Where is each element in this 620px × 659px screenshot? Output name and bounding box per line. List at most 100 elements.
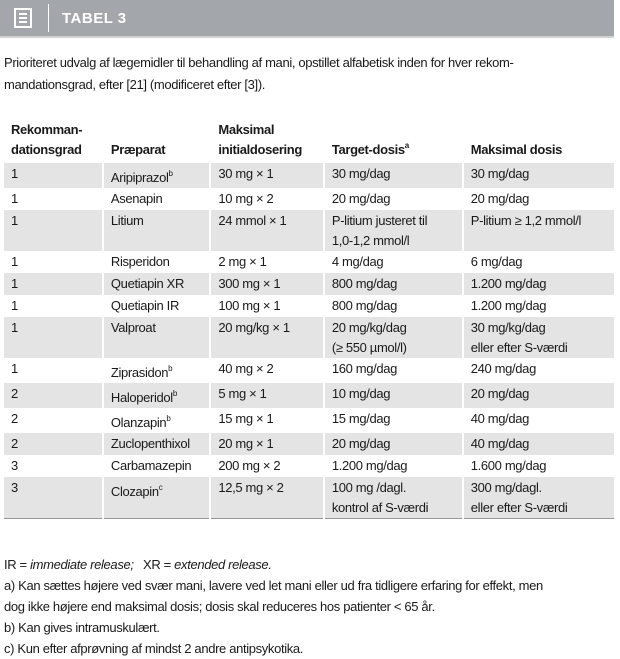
table-row: 1 Ziprasidonb 40 mg × 2 160 mg/dag 240 mg/da… bbox=[2, 358, 614, 383]
cell-line: 2 bbox=[11, 436, 18, 451]
table-cell: 5 mg × 1 bbox=[209, 383, 324, 408]
cell-line: Aripiprazolb bbox=[110, 169, 173, 185]
cell-line: Haloperidolb bbox=[110, 389, 178, 405]
cell-line: 1 bbox=[11, 213, 18, 228]
cell-line: 160 mg/dag bbox=[331, 361, 398, 376]
cell-line: 20 mg/dag bbox=[331, 191, 391, 206]
cell-line: 1.200 mg/dag bbox=[470, 298, 547, 313]
table-row: 3 Carbamazepin 200 mg × 2 1.200 mg/dag 1.600… bbox=[2, 455, 614, 477]
cell-line: 20 mg/dag bbox=[331, 436, 391, 451]
abbreviation-meaning: extended release. bbox=[174, 557, 272, 572]
column-header: Maksimal dosis bbox=[461, 120, 614, 163]
cell-line: 24 mmol × 1 bbox=[218, 213, 287, 228]
table-cell: Ziprasidonb bbox=[101, 358, 211, 383]
cell-line: 20 mg × 1 bbox=[218, 436, 274, 451]
column-header: Target-dosisa bbox=[322, 120, 463, 163]
table-cell: Haloperidolb bbox=[101, 383, 211, 408]
cell-line: Carbamazepin bbox=[110, 458, 192, 473]
table-cell: 1 bbox=[2, 358, 103, 383]
table-cell: Olanzapinb bbox=[101, 408, 211, 433]
caption-line: mandationsgrad, efter [21] (modificeret … bbox=[4, 77, 266, 92]
cell-line: Præparat bbox=[110, 142, 166, 157]
cell-line: 1,0-1,2 mmol/l bbox=[331, 233, 410, 248]
cell-line: Risperidon bbox=[110, 254, 170, 269]
table-cell: 20 mg × 1 bbox=[209, 433, 324, 455]
table-cell: 300 mg/dagl. eller efter S-værdi bbox=[461, 477, 614, 519]
cell-line: Clozapinc bbox=[110, 483, 163, 499]
superscript: c bbox=[158, 483, 163, 492]
cell-line: 15 mg × 1 bbox=[218, 411, 274, 426]
table-cell: 20 mg/dag bbox=[322, 433, 463, 455]
table-cell: Clozapinc bbox=[101, 477, 211, 519]
cell-line: 2 bbox=[11, 411, 18, 426]
cell-line: P-litium justeret til bbox=[331, 213, 428, 228]
cell-line: 40 mg/dag bbox=[470, 411, 530, 426]
cell-line: 20 mg/kg × 1 bbox=[218, 320, 290, 335]
table-cell: 300 mg × 1 bbox=[209, 273, 324, 295]
cell-line: 300 mg/dagl. bbox=[470, 480, 542, 495]
cell-line: 12,5 mg × 2 bbox=[218, 480, 284, 495]
cell-line: 2 mg × 1 bbox=[218, 254, 267, 269]
header-bar: TABEL 3 bbox=[0, 0, 614, 38]
abbreviation-term: IR = bbox=[4, 557, 27, 572]
abbreviations: IR = immediate release; XR = extended re… bbox=[4, 554, 543, 575]
cell-line: 1 bbox=[11, 276, 18, 291]
separator bbox=[48, 4, 49, 32]
superscript: b bbox=[166, 414, 171, 423]
table-cell: 240 mg/dag bbox=[461, 358, 614, 383]
cell-line: 100 mg × 1 bbox=[218, 298, 281, 313]
cell-line: 1.200 mg/dag bbox=[470, 276, 547, 291]
table-cell: 20 mg/dag bbox=[461, 383, 614, 408]
cell-line: 20 mg/kg/dag bbox=[331, 320, 407, 335]
notes: IR = immediate release; XR = extended re… bbox=[4, 554, 543, 659]
cell-line: Asenapin bbox=[110, 191, 163, 206]
table-cell: 30 mg/kg/dag eller efter S-værdi bbox=[461, 317, 614, 358]
table-cell: 2 bbox=[2, 383, 103, 408]
table-cell: 2 bbox=[2, 408, 103, 433]
abbreviation-meaning: immediate release; bbox=[30, 557, 134, 572]
column-header: Maksimal initialdosering bbox=[209, 120, 324, 163]
table-cell: 20 mg/dag bbox=[461, 188, 614, 210]
cell-line: Quetiapin XR bbox=[110, 276, 185, 291]
cell-line: 1.600 mg/dag bbox=[470, 458, 547, 473]
table-cell: 40 mg/dag bbox=[461, 433, 614, 455]
table-row: 1 Risperidon 2 mg × 1 4 mg/dag 6 mg/dag bbox=[2, 251, 614, 273]
table-cell: 1.200 mg/dag bbox=[461, 295, 614, 317]
table-cell: 1 bbox=[2, 163, 103, 188]
table: Rekomman-dationsgrad Præparat Maksimal init… bbox=[2, 120, 614, 519]
table-cell: 40 mg × 2 bbox=[209, 358, 324, 383]
table-cell: Quetiapin IR bbox=[101, 295, 211, 317]
footnote-line: a) Kan sættes højere ved svær mani, lave… bbox=[4, 578, 543, 593]
cell-line: 800 mg/dag bbox=[331, 298, 398, 313]
table-row: 1 Quetiapin XR 300 mg × 1 800 mg/dag 1.200 m… bbox=[2, 273, 614, 295]
table-cell: Valproat bbox=[101, 317, 211, 358]
cell-line: 1.200 mg/dag bbox=[331, 458, 408, 473]
table-cell: 800 mg/dag bbox=[322, 295, 463, 317]
cell-line: Maksimal dosis bbox=[470, 142, 563, 157]
table-cell: 3 bbox=[2, 477, 103, 519]
cell-line: 10 mg × 2 bbox=[218, 191, 274, 206]
cell-line: 200 mg × 2 bbox=[218, 458, 281, 473]
column-header: Rekomman-dationsgrad bbox=[2, 120, 103, 163]
table-cell: 160 mg/dag bbox=[322, 358, 463, 383]
cell-line: Litium bbox=[110, 213, 144, 228]
cell-line: 20 mg/dag bbox=[470, 191, 530, 206]
footnote-line: dog ikke højere end maksimal dosis; dosi… bbox=[4, 599, 435, 614]
cell-line: 1 bbox=[11, 298, 18, 313]
cell-line: 40 mg/dag bbox=[470, 436, 530, 451]
table-cell: 10 mg × 2 bbox=[209, 188, 324, 210]
table-cell: 10 mg/dag bbox=[322, 383, 463, 408]
table-cell: 1 bbox=[2, 210, 103, 251]
cell-line: 1 bbox=[11, 166, 18, 181]
cell-line: Quetiapin IR bbox=[110, 298, 179, 313]
cell-line: P-litium ≥ 1,2 mmol/l bbox=[470, 213, 582, 228]
table-cell: 30 mg × 1 bbox=[209, 163, 324, 188]
table-cell: 1 bbox=[2, 251, 103, 273]
cell-line: 1 bbox=[11, 254, 18, 269]
footnote-line: c) Kun efter afprøvning af mindst 2 andr… bbox=[4, 641, 304, 656]
table-cell: 6 mg/dag bbox=[461, 251, 614, 273]
table-cell: 40 mg/dag bbox=[461, 408, 614, 433]
table-cell: 12,5 mg × 2 bbox=[209, 477, 324, 519]
table-cell: 4 mg/dag bbox=[322, 251, 463, 273]
cell-line: dationsgrad bbox=[11, 142, 82, 157]
